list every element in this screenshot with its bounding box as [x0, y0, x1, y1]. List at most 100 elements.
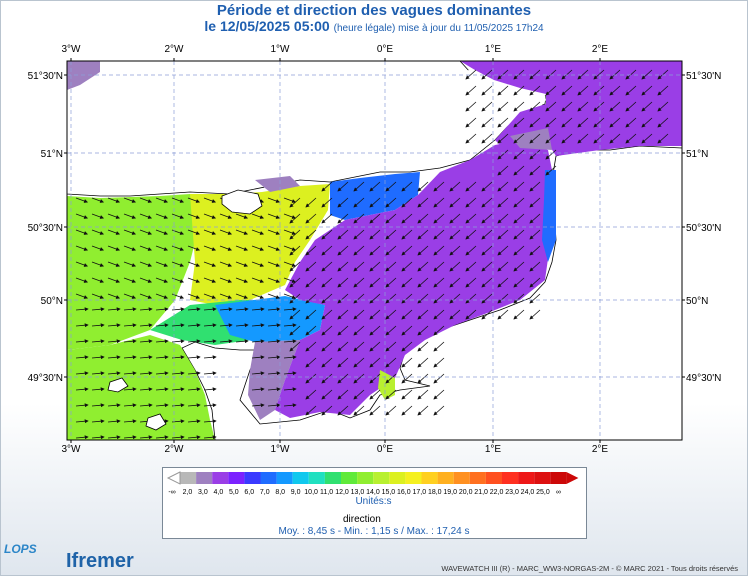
direction-arrow — [107, 371, 121, 376]
direction-arrow — [203, 355, 217, 360]
x-tick-label-top: 2°E — [592, 44, 609, 55]
direction-arrow — [337, 293, 349, 304]
direction-arrow — [481, 245, 493, 256]
direction-arrow — [449, 245, 461, 256]
direction-arrow — [139, 197, 153, 203]
direction-arrow — [353, 261, 365, 272]
direction-arrow — [465, 213, 477, 224]
direction-arrow — [609, 85, 621, 96]
direction-arrow — [283, 213, 297, 219]
direction-arrow — [337, 197, 349, 208]
direction-arrow — [123, 387, 137, 392]
direction-arrow — [107, 197, 121, 203]
direction-arrow — [433, 341, 445, 352]
direction-arrow — [337, 229, 349, 240]
direction-arrow — [251, 339, 265, 344]
axis-ticks — [64, 58, 685, 443]
direction-arrow — [289, 309, 301, 320]
direction-arrow — [321, 309, 333, 320]
x-tick-label-bottom: 0°E — [377, 444, 394, 455]
direction-arrow — [139, 435, 153, 440]
isle-of-wight — [221, 189, 263, 215]
direction-arrow — [369, 389, 381, 400]
direction-arrow — [75, 213, 89, 219]
direction-arrow — [385, 197, 397, 208]
direction-arrow — [219, 293, 233, 299]
direction-arrow — [353, 197, 365, 208]
direction-arrow — [497, 197, 509, 208]
x-tick-label-bottom: 1°E — [485, 444, 502, 455]
direction-arrow — [171, 261, 185, 267]
direction-arrow — [433, 213, 445, 224]
direction-arrow — [91, 323, 105, 328]
direction-arrow — [283, 403, 297, 408]
y-tick-label-right: 49°30'N — [686, 373, 721, 384]
direction-arrow — [219, 277, 233, 283]
direction-arrow — [529, 261, 541, 272]
direction-arrow — [305, 309, 317, 320]
direction-arrow — [465, 101, 477, 112]
direction-arrow — [337, 341, 349, 352]
direction-arrow — [417, 325, 429, 336]
direction-arrow — [283, 371, 297, 376]
direction-label: direction — [343, 514, 381, 525]
direction-arrow — [657, 117, 669, 128]
direction-arrow — [353, 277, 365, 288]
direction-arrow — [385, 357, 397, 368]
direction-arrow — [155, 403, 169, 408]
map-title: Période et direction des vagues dominant… — [216, 2, 532, 19]
direction-arrow — [337, 373, 349, 384]
direction-arrow — [449, 229, 461, 240]
direction-arrow — [289, 261, 301, 272]
direction-arrow — [593, 133, 605, 144]
direction-arrow — [203, 213, 217, 219]
direction-arrow — [75, 371, 89, 376]
direction-arrow — [289, 325, 301, 336]
direction-arrow — [433, 373, 445, 384]
direction-arrow — [545, 69, 557, 80]
direction-arrow — [139, 293, 153, 299]
direction-arrow — [283, 229, 297, 235]
direction-arrow — [203, 229, 217, 235]
direction-arrow — [251, 371, 265, 376]
direction-arrow — [91, 277, 105, 283]
direction-arrow — [337, 357, 349, 368]
direction-arrow — [321, 261, 333, 272]
direction-arrow — [203, 277, 217, 283]
direction-arrow — [91, 419, 105, 424]
direction-arrow — [513, 165, 525, 176]
direction-arrow — [187, 403, 201, 408]
direction-arrow — [401, 277, 413, 288]
direction-arrow — [107, 403, 121, 408]
direction-arrow — [187, 387, 201, 392]
direction-arrow — [529, 229, 541, 240]
direction-arrow — [609, 69, 621, 80]
direction-arrow — [513, 117, 525, 128]
direction-arrow — [529, 85, 541, 96]
direction-arrow — [401, 197, 413, 208]
direction-arrow — [187, 371, 201, 376]
direction-arrow — [401, 293, 413, 304]
direction-arrow — [433, 309, 445, 320]
direction-arrow — [481, 293, 493, 304]
direction-arrow — [529, 245, 541, 256]
direction-arrow — [203, 261, 217, 267]
direction-arrow — [219, 307, 233, 312]
direction-arrow — [139, 371, 153, 376]
direction-arrow — [433, 261, 445, 272]
direction-arrow — [283, 197, 297, 203]
direction-arrow — [433, 245, 445, 256]
direction-arrow — [337, 245, 349, 256]
direction-arrow — [513, 261, 525, 272]
direction-arrow — [433, 229, 445, 240]
direction-arrow — [561, 101, 573, 112]
direction-arrow — [155, 261, 169, 267]
x-tick-label-bottom: 3°W — [62, 444, 82, 455]
direction-arrow — [465, 293, 477, 304]
direction-arrow — [513, 133, 525, 144]
direction-arrow — [433, 405, 445, 416]
direction-arrow — [353, 389, 365, 400]
direction-arrow — [91, 261, 105, 267]
direction-arrow — [187, 213, 201, 219]
